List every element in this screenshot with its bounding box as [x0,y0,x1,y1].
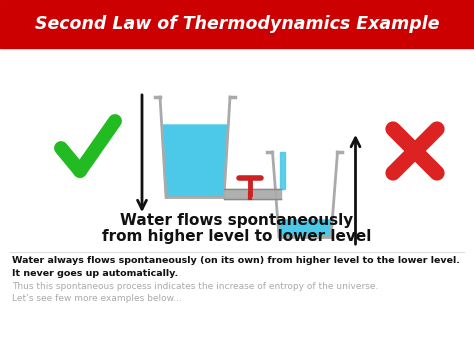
Text: Water always flows spontaneously (on its own) from higher level to the lower lev: Water always flows spontaneously (on its… [12,256,460,265]
Text: from higher level to lower level: from higher level to lower level [102,229,372,244]
Bar [224,189,281,199]
Text: Let’s see few more examples below...: Let’s see few more examples below... [12,294,182,303]
Text: Thus this spontaneous process indicates the increase of entropy of the universe.: Thus this spontaneous process indicates … [12,282,378,291]
Text: It never goes up automatically.: It never goes up automatically. [12,269,178,278]
Text: Water flows spontaneously: Water flows spontaneously [120,214,354,229]
Polygon shape [280,152,285,189]
Polygon shape [162,125,228,197]
Polygon shape [278,220,332,237]
Text: Second Law of Thermodynamics Example: Second Law of Thermodynamics Example [35,15,439,33]
Bar [0,0,474,48]
